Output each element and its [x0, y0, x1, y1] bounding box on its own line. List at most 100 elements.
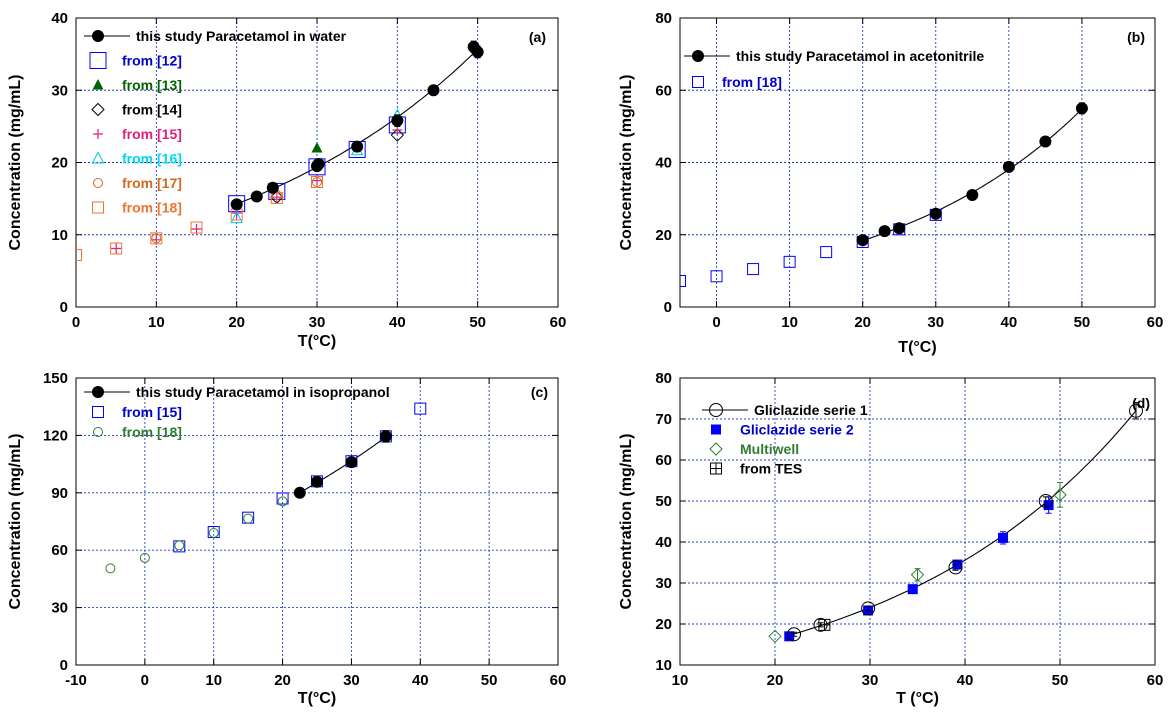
series-2: [768, 482, 1067, 644]
chart-panel-3: -10 0 10 20 30 40 50 600306090120150T(°C)Concen…: [7, 370, 566, 707]
data-point: [76, 248, 82, 261]
legend-label: from [16]: [122, 151, 182, 167]
y-tick-label: 80: [655, 370, 672, 387]
legend-marker: [89, 52, 107, 69]
data-point: [151, 233, 162, 244]
x-tick-label: 10: [148, 314, 165, 331]
series-0: [856, 102, 1088, 247]
data-point: [710, 270, 723, 283]
series-0: [293, 430, 392, 499]
data-point: [111, 243, 122, 254]
grid: [680, 18, 1155, 307]
x-axis-label: T (°C): [896, 690, 939, 707]
y-tick-label: 60: [655, 452, 672, 469]
series-2: [105, 458, 357, 574]
y-axis-label: Concentration (mg/mL): [7, 434, 24, 610]
x-tick-label: 20: [854, 314, 871, 331]
legend-marker: [93, 129, 103, 139]
data-point: [266, 181, 279, 194]
x-tick-label: 50: [1052, 672, 1069, 689]
x-tick-label: 60: [1147, 314, 1164, 331]
error-bar: [952, 564, 959, 571]
legend-marker: [692, 50, 704, 62]
legend-marker: [91, 102, 105, 117]
x-tick-label: 40: [389, 314, 406, 331]
panel-label: (d): [1132, 395, 1150, 411]
legend-marker: [709, 403, 723, 417]
data-point: [747, 263, 760, 276]
data-point: [427, 84, 440, 97]
legend-marker: [92, 386, 104, 398]
panel-label: (c): [531, 384, 548, 400]
legend-marker: [711, 424, 721, 435]
data-point: [1039, 135, 1052, 148]
y-tick-label: 40: [655, 534, 672, 551]
data-point: [820, 246, 833, 259]
data-point: [208, 527, 219, 538]
series-3: [270, 128, 405, 204]
data-point: [277, 496, 288, 507]
y-axis-label: Concentration (mg/mL): [618, 75, 635, 251]
fit-curve: [862, 108, 1083, 242]
grid: [680, 378, 1155, 665]
data-point: [787, 627, 801, 642]
data-point: [191, 223, 202, 234]
data-point: [139, 552, 150, 563]
y-tick-label: 20: [655, 616, 672, 633]
data-point: [270, 191, 283, 204]
series-2: [311, 142, 323, 153]
data-point: [311, 142, 323, 153]
data-point: [379, 430, 392, 443]
x-tick-label: 60: [550, 314, 567, 331]
y-tick-label: 60: [51, 542, 68, 559]
x-tick-label: 0: [141, 672, 149, 689]
y-tick-label: 10: [51, 227, 68, 244]
legend-marker: [91, 151, 105, 164]
y-tick-label: 60: [655, 82, 672, 99]
x-tick-label: 50: [481, 672, 498, 689]
y-tick-label: 30: [51, 600, 68, 617]
y-tick-label: 10: [655, 657, 672, 674]
data-point: [948, 560, 963, 575]
x-tick-label: 30: [309, 314, 326, 331]
legend-label: from [18]: [722, 74, 782, 90]
error-bar: [817, 622, 824, 628]
data-point: [150, 232, 163, 245]
legend: Gliclazide serie 1 Gliclazide serie 2 Mult…: [702, 402, 868, 477]
series-6: [151, 177, 322, 244]
legend: this study Paracetamol in water from [12]…: [84, 28, 347, 216]
data-layer: [76, 40, 484, 261]
error-bar: [1042, 496, 1049, 506]
data-point: [391, 114, 404, 127]
x-tick-label: 0: [72, 314, 80, 331]
panel-label: (a): [529, 29, 546, 45]
legend-marker: [710, 462, 722, 475]
axis-ticks: 0 10 20 30 40 50 60 0 10 20 30 40: [51, 10, 566, 331]
data-point: [243, 513, 254, 524]
data-point: [680, 274, 686, 287]
data-point: [856, 234, 869, 247]
x-tick-label: 40: [957, 672, 974, 689]
legend-marker: [692, 76, 704, 88]
data-point: [174, 540, 185, 551]
legend-label: Multiwell: [740, 441, 799, 457]
error-bar: [1057, 482, 1063, 508]
legend-label: from [14]: [122, 102, 182, 118]
legend-marker: [92, 406, 104, 418]
data-point: [271, 192, 282, 203]
legend-label: Gliclazide serie 1: [754, 402, 868, 418]
legend-label: from [18]: [122, 200, 182, 216]
series-1: [680, 208, 942, 287]
y-tick-label: 120: [43, 427, 68, 444]
data-point: [190, 221, 203, 234]
data-point: [861, 601, 876, 616]
x-tick-label: 20: [274, 672, 291, 689]
fit-curve: [236, 49, 479, 205]
data-point: [966, 189, 979, 202]
data-point: [250, 190, 263, 203]
legend-label: from [18]: [122, 424, 182, 440]
data-point: [312, 157, 325, 170]
y-tick-label: 20: [51, 155, 68, 172]
